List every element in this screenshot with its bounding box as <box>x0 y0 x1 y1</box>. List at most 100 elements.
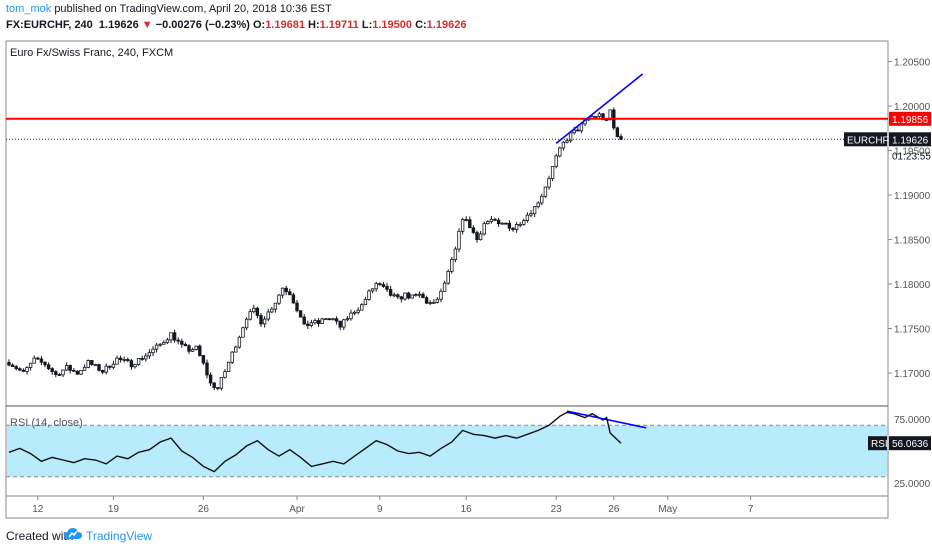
pane-title: Euro Fx/Swiss Franc, 240, FXCM <box>10 47 173 59</box>
candle <box>97 363 101 372</box>
y-tick-label: 1.18000 <box>894 280 931 291</box>
candle-down <box>36 357 40 360</box>
candle <box>219 376 224 391</box>
candle-up <box>410 294 414 299</box>
candle-down <box>183 343 188 347</box>
candle <box>489 216 494 224</box>
candle-up <box>86 360 90 368</box>
candle-up <box>25 367 29 372</box>
candle-down <box>316 320 321 324</box>
candle <box>266 308 270 322</box>
candle <box>104 363 108 375</box>
candle-up <box>453 248 458 261</box>
candle <box>536 201 540 209</box>
candle <box>316 317 321 327</box>
candle-down <box>108 365 112 368</box>
tradingview-brand[interactable]: TradingView <box>86 529 153 543</box>
candle <box>75 370 80 375</box>
candle-down <box>327 318 332 321</box>
candle-up <box>392 294 396 297</box>
candle-down <box>259 315 263 325</box>
candle-up <box>342 319 346 328</box>
chart-canvas[interactable]: 12 19 26 Apr 9 16 23 26 May 7 1.20500 1.20000 1.195… <box>0 34 932 520</box>
candle <box>226 361 231 372</box>
candle <box>255 306 260 319</box>
candle <box>284 285 288 296</box>
candle <box>244 317 249 331</box>
candle <box>21 368 26 373</box>
candle-up <box>363 299 368 306</box>
candle <box>39 355 44 366</box>
candle-down <box>576 129 580 132</box>
symbol-badge-bg <box>844 132 887 147</box>
candle-up <box>489 218 494 223</box>
candle-up <box>428 302 432 304</box>
rsi-tick-label: 75.0000 <box>894 415 931 426</box>
candle <box>10 363 15 367</box>
candle <box>507 220 512 232</box>
candle <box>241 326 245 338</box>
candle <box>532 206 537 217</box>
candle-down <box>396 294 400 298</box>
candle-down <box>21 369 26 372</box>
candle <box>234 345 238 353</box>
candle <box>176 337 180 345</box>
candle-up <box>547 178 551 188</box>
x-tick-label: 26 <box>608 504 620 515</box>
candle <box>64 362 69 372</box>
candle-up <box>356 309 360 313</box>
candle <box>93 363 98 366</box>
candle <box>147 349 152 359</box>
candle <box>187 344 191 354</box>
last-value: 1.19626 <box>98 19 139 31</box>
candle <box>360 303 364 311</box>
candle <box>90 360 94 366</box>
author-link[interactable]: tom_mok <box>6 3 52 15</box>
candle-up <box>122 359 126 361</box>
candle-up <box>154 344 159 350</box>
resistance-badge-label: 1.19856 <box>892 115 929 126</box>
y-tick-label: 1.20500 <box>894 57 931 68</box>
candle <box>514 221 519 233</box>
candle <box>277 293 281 306</box>
candle <box>460 217 465 235</box>
candle-down <box>406 292 411 299</box>
candle <box>324 318 328 321</box>
candle <box>482 221 486 236</box>
candle <box>342 318 346 331</box>
candle-up <box>554 155 558 167</box>
candle <box>273 302 278 313</box>
candle-up <box>136 358 141 365</box>
candle-up <box>64 365 69 371</box>
candle-up <box>349 312 353 320</box>
chart-frame <box>5 40 889 519</box>
candle <box>471 225 476 234</box>
candle-down <box>475 232 479 241</box>
candle-up <box>82 366 87 371</box>
candle <box>32 355 36 364</box>
candle-up <box>486 221 490 225</box>
symbol-name[interactable]: FX:EURCHF, 240 <box>6 19 93 31</box>
candle <box>205 359 209 379</box>
candle-down <box>14 366 18 370</box>
candle <box>208 372 213 387</box>
candle-down <box>198 345 202 356</box>
candle-up <box>414 294 418 296</box>
close-value: 1.19626 <box>426 19 467 31</box>
candle-down <box>97 364 101 371</box>
candle-up <box>219 376 224 389</box>
high-label: H: <box>308 19 320 31</box>
candle-up <box>352 311 357 314</box>
candle <box>183 342 188 347</box>
symbol-badge-label: EURCHF <box>847 135 889 146</box>
footer: Created with TradingView <box>0 520 932 550</box>
candle-up <box>374 283 378 290</box>
candle-down <box>507 222 512 229</box>
candle-up <box>309 322 314 326</box>
rsi-name-badge-label: RSI <box>871 439 888 450</box>
candle <box>230 351 234 365</box>
candle <box>442 280 447 292</box>
candle-up <box>190 349 195 352</box>
candle <box>111 360 116 370</box>
candle <box>248 308 252 321</box>
